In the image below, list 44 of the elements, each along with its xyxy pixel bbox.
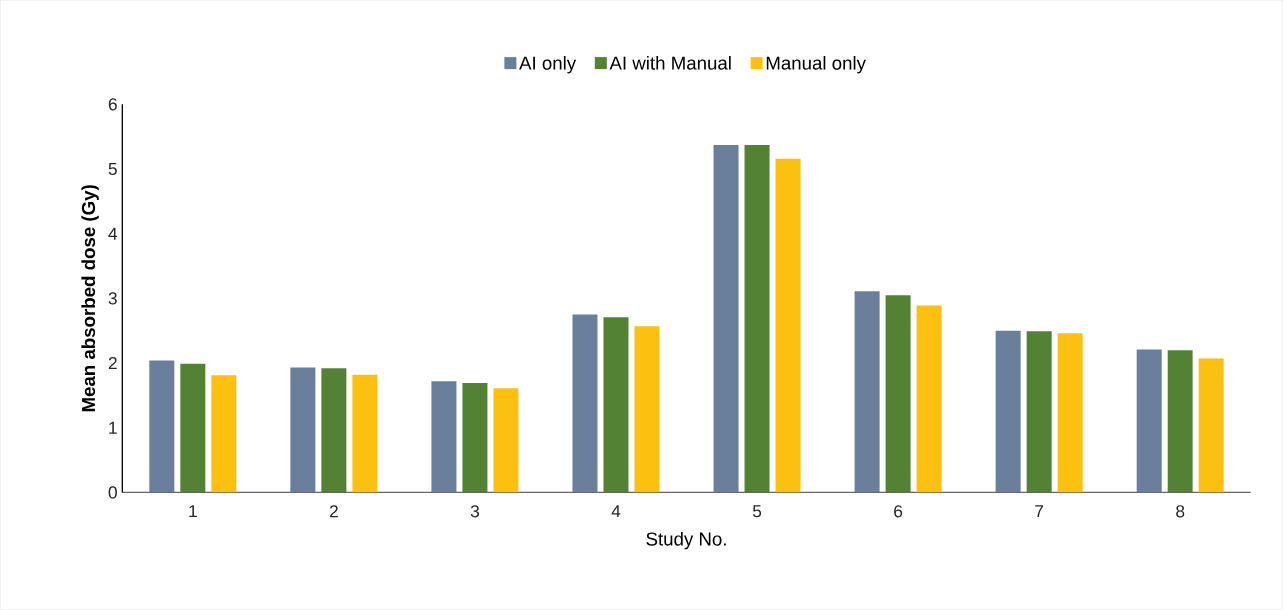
bar (603, 317, 629, 493)
bar (634, 326, 660, 493)
bar (180, 363, 206, 493)
y-tick-label: 6 (108, 98, 117, 111)
bar (493, 388, 519, 493)
bar (149, 360, 175, 493)
y-tick-label: 3 (108, 292, 117, 305)
bar (775, 158, 801, 493)
bar (1167, 350, 1193, 493)
y-axis-title: Mean absorbed dose (Gy) (81, 185, 99, 412)
legend-label: AI only (519, 56, 577, 74)
x-tick-label: 5 (752, 505, 762, 518)
y-tick-label: 1 (109, 421, 117, 434)
bar (211, 375, 237, 493)
x-tick-label: 4 (611, 505, 621, 518)
bar (462, 383, 488, 493)
x-tick-label: 3 (470, 505, 480, 518)
bar (713, 145, 739, 493)
bar (290, 367, 316, 493)
x-tick-label: 6 (894, 505, 903, 518)
bar (1026, 331, 1052, 493)
bar (431, 381, 457, 493)
bar (352, 374, 378, 493)
x-tick-label: 1 (189, 505, 197, 518)
x-tick-label: 8 (1176, 505, 1185, 518)
y-tick-label: 0 (108, 486, 117, 499)
bar (1136, 349, 1162, 493)
x-tick-label: 2 (329, 505, 338, 518)
bar (854, 291, 880, 493)
x-axis-title: Study No. (646, 532, 726, 550)
legend-label: AI with Manual (609, 56, 731, 70)
bar (995, 330, 1021, 493)
bar (321, 368, 347, 493)
legend-label: Manual only (766, 56, 866, 74)
x-tick-label: 7 (1035, 505, 1044, 518)
bar (744, 145, 770, 493)
y-tick-label: 2 (108, 357, 117, 370)
bar (572, 314, 598, 493)
y-tick-label: 5 (108, 163, 117, 176)
bar (1057, 333, 1083, 493)
bar (1198, 358, 1224, 493)
y-tick-label: 4 (108, 227, 118, 240)
bar (885, 295, 911, 493)
bar (916, 305, 942, 493)
